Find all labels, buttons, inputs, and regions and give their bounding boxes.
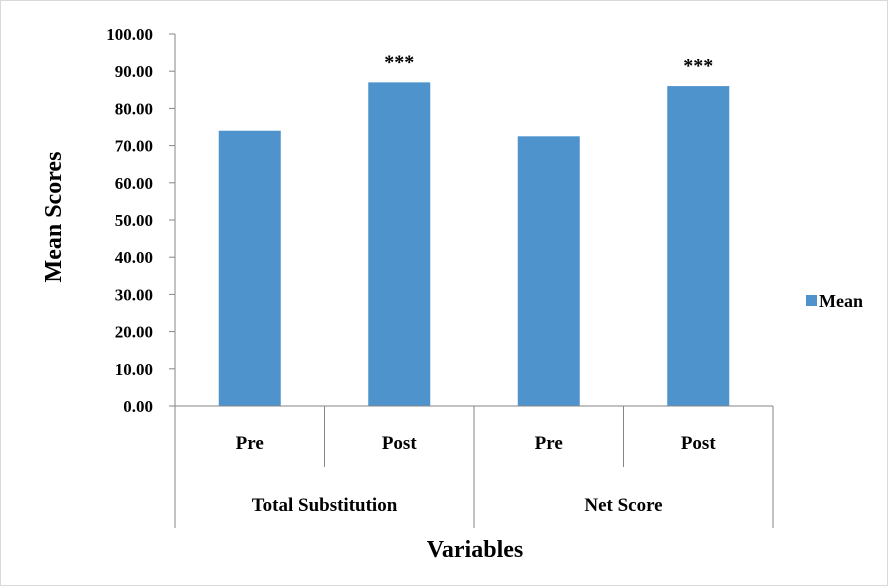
x-axis: Total Substitution Net Score Pre Post Pre Pos… bbox=[174, 405, 774, 528]
y-tick-label: 50.00 bbox=[115, 211, 153, 230]
bars: *** *** bbox=[218, 51, 730, 407]
legend: Mean bbox=[806, 291, 863, 311]
x-tick-label: Pre bbox=[236, 433, 264, 454]
y-tick-label: 80.00 bbox=[115, 99, 153, 118]
bar-4 bbox=[667, 86, 730, 406]
y-tick-label: 20.00 bbox=[115, 323, 153, 342]
y-tick-label: 0.00 bbox=[123, 397, 153, 416]
x-tick-label: Post bbox=[681, 433, 717, 454]
legend-swatch bbox=[806, 295, 817, 306]
y-tick-label: 30.00 bbox=[115, 285, 153, 304]
x-tick-label: Pre bbox=[535, 433, 563, 454]
x-group-label: Net Score bbox=[584, 495, 662, 516]
legend-label: Mean bbox=[819, 291, 863, 311]
y-tick-label: 90.00 bbox=[115, 62, 153, 81]
bar-3 bbox=[517, 136, 580, 407]
y-tick-label: 10.00 bbox=[115, 360, 153, 379]
significance-marker: *** bbox=[683, 55, 713, 77]
bar-1 bbox=[218, 130, 281, 406]
significance-marker: *** bbox=[384, 51, 414, 73]
bar-2 bbox=[368, 82, 431, 407]
y-tick-label: 100.00 bbox=[106, 25, 153, 44]
y-axis-title: Mean Scores bbox=[41, 152, 67, 283]
y-tick-label: 40.00 bbox=[115, 248, 153, 267]
x-tick-label: Post bbox=[382, 433, 418, 454]
y-tick-label: 60.00 bbox=[115, 174, 153, 193]
y-axis: 0.00 10.00 20.00 30.00 40.00 50.00 60.00 70.00 8… bbox=[106, 25, 176, 416]
y-tick-label: 70.00 bbox=[115, 137, 153, 156]
x-axis-title: Variables bbox=[427, 537, 523, 563]
x-group-label: Total Substitution bbox=[252, 495, 398, 516]
